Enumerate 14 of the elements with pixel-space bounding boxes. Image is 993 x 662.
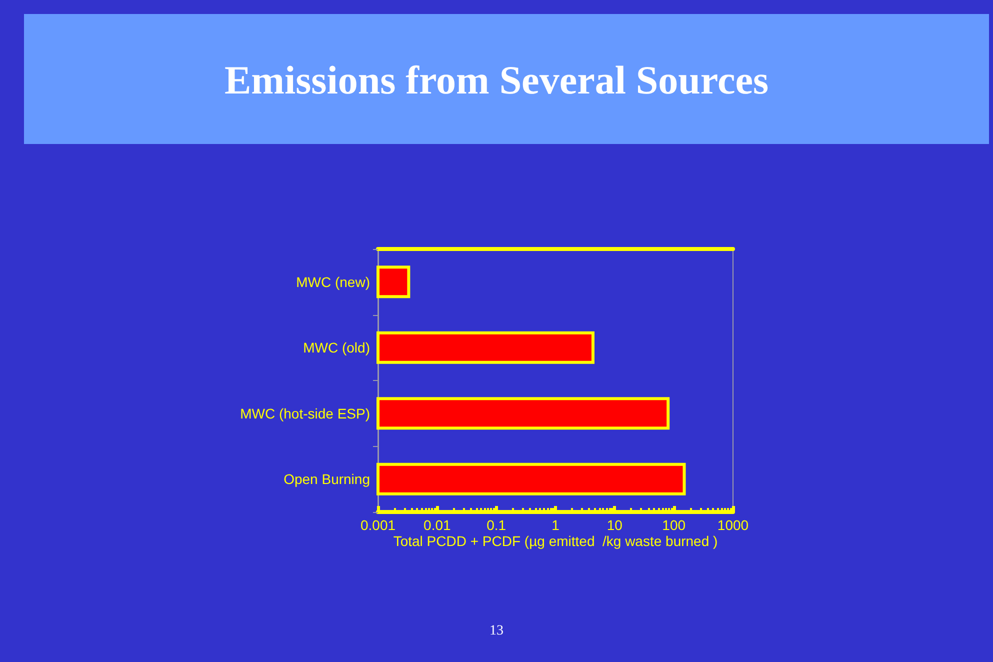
y-tick-label: MWC (hot-side ESP)	[240, 405, 370, 422]
x-tick-label: 0.1	[486, 517, 506, 533]
x-tick-label: 1	[552, 517, 560, 533]
y-tick-label: MWC (new)	[296, 274, 370, 290]
x-tick-label: 100	[662, 517, 686, 533]
chart-title: Emissions from Several Sources	[224, 58, 769, 102]
y-tick-label: Open Burning	[284, 471, 370, 488]
x-axis-title: Total PCDD + PCDF (µg emitted /kg waste burned )	[393, 533, 718, 549]
x-tick-label: 10	[606, 517, 623, 533]
x-tick-label: 0.001	[360, 517, 396, 533]
x-tick-label: 0.01	[424, 517, 452, 533]
y-tick-label: MWC (old)	[303, 340, 370, 356]
text: 13	[490, 624, 504, 638]
x-tick-label: 1000	[717, 517, 749, 533]
